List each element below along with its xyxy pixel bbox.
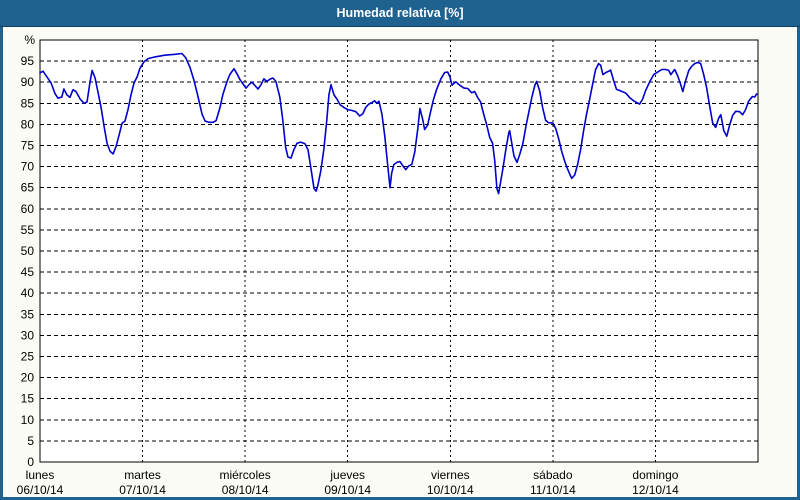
y-tick-label: 35 <box>21 307 35 321</box>
x-day-label: miércoles <box>219 468 270 482</box>
x-date-label: 11/10/14 <box>530 483 576 497</box>
plot-border <box>39 39 759 463</box>
chart-content-area: 0 5 10 15 20 25 30 35 40 45 50 55 60 65 70 75 80 85 90 95% l… <box>3 27 797 497</box>
y-tick-label: 95 <box>21 54 35 68</box>
y-tick-label: 15 <box>21 392 35 406</box>
y-tick-label: 90 <box>21 75 35 89</box>
y-tick-label: 70 <box>21 160 35 174</box>
y-tick-label: 20 <box>21 371 35 385</box>
x-date-label: 12/10/14 <box>632 483 679 497</box>
y-tick-label: 45 <box>21 265 35 279</box>
y-axis-unit-label: % <box>24 33 35 47</box>
y-tick-label: 0 <box>27 455 34 469</box>
chart-canvas: 0 5 10 15 20 25 30 35 40 45 50 55 60 65 70 75 80 85 90 95% l… <box>17 33 759 497</box>
y-tick-label: 65 <box>21 181 35 195</box>
y-tick-label: 5 <box>27 434 34 448</box>
x-day-label: lunes <box>26 468 55 482</box>
x-date-label: 06/10/14 <box>17 483 64 497</box>
x-date-label: 07/10/14 <box>119 483 166 497</box>
x-day-label: jueves <box>329 468 365 482</box>
x-day-label: domingo <box>632 468 678 482</box>
x-day-label: martes <box>124 468 161 482</box>
y-tick-label: 75 <box>21 139 35 153</box>
x-date-label: 08/10/14 <box>222 483 269 497</box>
y-tick-label: 50 <box>21 244 35 258</box>
x-date-label: 10/10/14 <box>427 483 474 497</box>
x-date-label: 09/10/14 <box>324 483 371 497</box>
y-tick-label: 25 <box>21 350 35 364</box>
y-tick-label: 60 <box>21 202 35 216</box>
chart-title: Humedad relativa [%] <box>336 6 464 20</box>
y-tick-label: 30 <box>21 328 35 342</box>
y-tick-label: 40 <box>21 286 35 300</box>
y-tick-label: 55 <box>21 223 35 237</box>
y-tick-label: 80 <box>21 117 35 131</box>
y-tick-label: 85 <box>21 96 35 110</box>
chart-title-bar: Humedad relativa [%] <box>0 0 800 27</box>
y-tick-label: 10 <box>21 413 35 427</box>
humidity-series-line <box>39 52 758 195</box>
x-day-label: viernes <box>431 468 470 482</box>
x-day-label: sábado <box>533 468 573 482</box>
